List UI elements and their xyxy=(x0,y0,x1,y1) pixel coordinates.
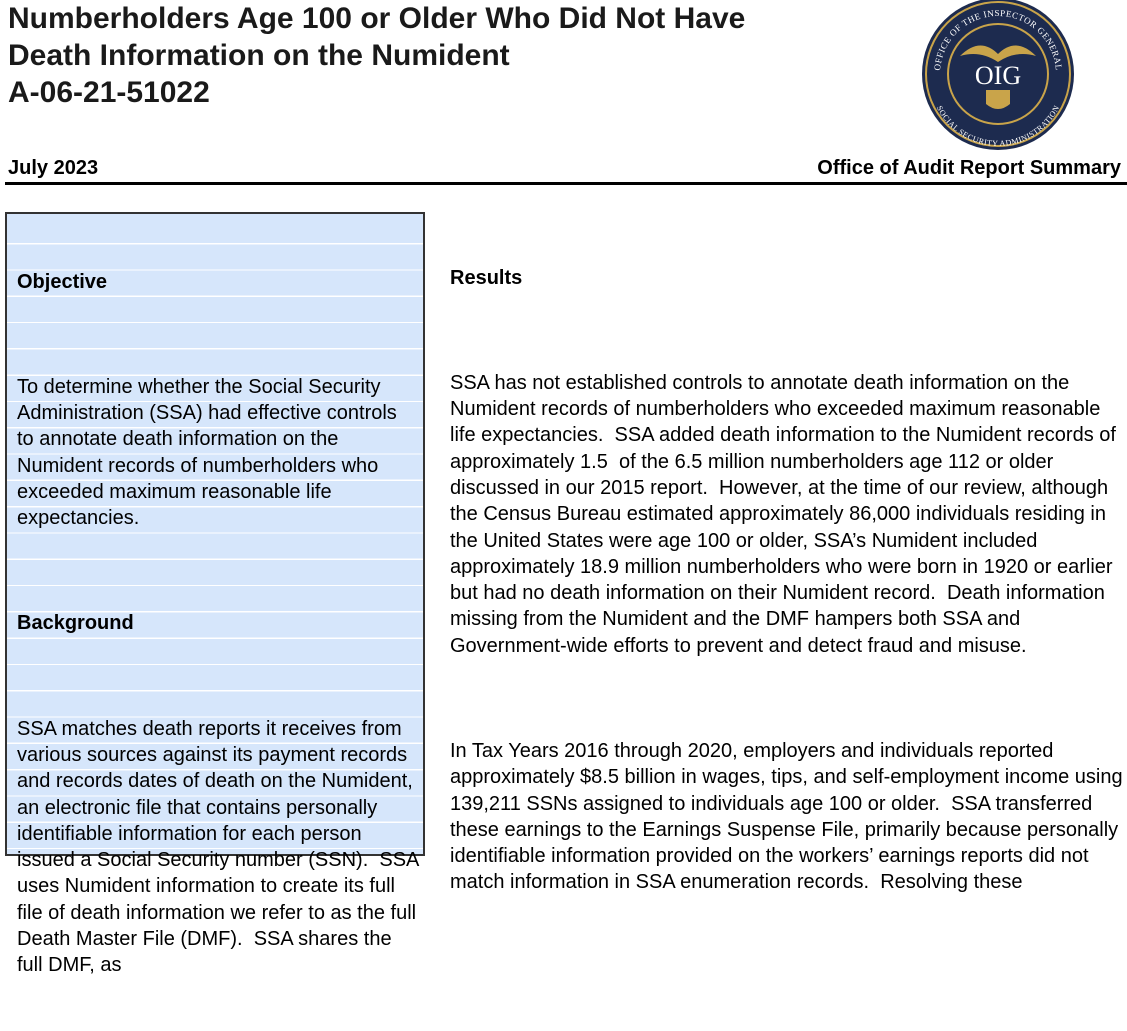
title-line: Numberholders Age 100 or Older Who Did N… xyxy=(8,2,746,35)
report-title: Numberholders Age 100 or Older Who Did N… xyxy=(8,0,745,111)
section-heading: Background xyxy=(17,612,134,635)
header-rule xyxy=(5,182,1127,185)
oig-logo: OIG OFFICE OF THE INSPECTOR GENERAL SOCI… xyxy=(922,0,1074,150)
office-name: Office of Audit Report Summary xyxy=(817,157,1121,179)
logo-text: OIG xyxy=(975,61,1021,90)
section-heading: Objective xyxy=(17,270,108,293)
main-column: Results SSA has not established controls… xyxy=(450,212,1127,948)
paragraph: In Tax Years 2016 through 2020, employer… xyxy=(450,739,1123,894)
title-line: Death Information on the Numident xyxy=(8,39,510,72)
report-date: July 2023 xyxy=(8,157,99,179)
sidebar: Objective To determine whether the Socia… xyxy=(17,216,419,1031)
page: Numberholders Age 100 or Older Who Did N… xyxy=(5,0,1127,977)
sidebar-box xyxy=(5,212,425,856)
section-text: To determine whether the Social Security… xyxy=(17,375,403,530)
paragraph: SSA has not established controls to anno… xyxy=(450,371,1122,657)
title-line: A-06-21-51022 xyxy=(8,76,210,109)
section-text: SSA matches death reports it receives fr… xyxy=(17,717,424,977)
results-heading: Results xyxy=(450,266,523,289)
